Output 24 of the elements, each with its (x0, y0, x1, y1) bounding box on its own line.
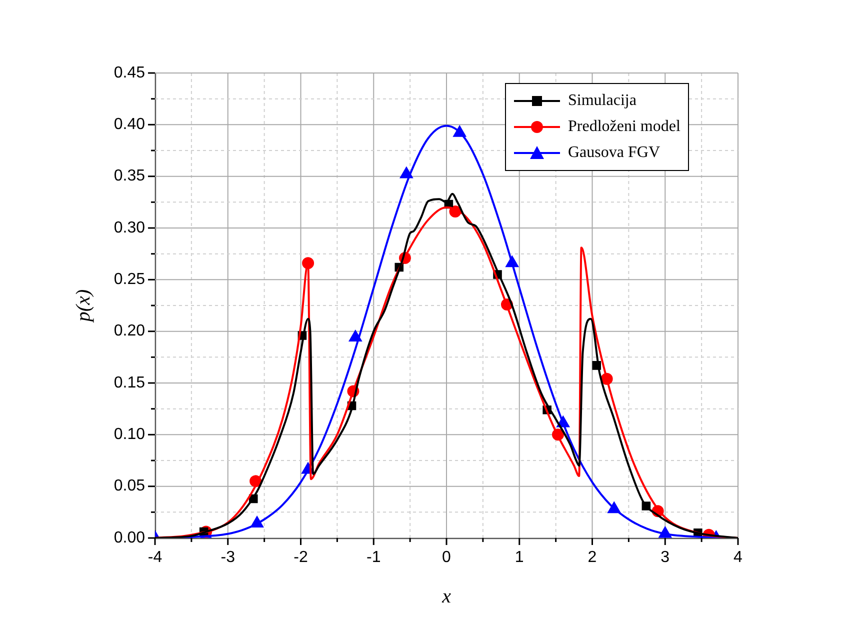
legend-label: Predloženi model (568, 118, 680, 136)
x-tick-label: -2 (294, 549, 308, 566)
x-tick-label: 1 (514, 549, 524, 566)
y-tick-label: 0.10 (114, 426, 146, 444)
y-tick-label: 0.45 (114, 64, 146, 82)
x-tick-label: 3 (660, 549, 670, 566)
x-tick-label: 2 (588, 549, 597, 566)
x-tick-label: -4 (148, 549, 162, 566)
x-tick-label: -3 (220, 549, 236, 566)
y-tick-label: 0.15 (114, 374, 146, 392)
x-axis-title: x (441, 585, 452, 608)
y-tick-label: 0.00 (114, 529, 146, 546)
legend-label: Simulacija (568, 92, 636, 110)
y-tick-label: 0.20 (114, 322, 146, 340)
x-tick-label: -1 (366, 549, 381, 566)
x-tick-label: 0 (442, 549, 452, 566)
y-axis-title: p(x) (72, 289, 94, 324)
y-tick-label: 0.25 (114, 271, 146, 288)
y-tick-label: 0.40 (114, 116, 146, 134)
legend-label: Gausova FGV (568, 144, 660, 162)
y-tick-label: 0.35 (114, 168, 146, 185)
y-tick-label: 0.05 (114, 478, 146, 495)
x-tick-label: 4 (734, 549, 743, 566)
y-tick-label: 0.30 (114, 219, 146, 236)
